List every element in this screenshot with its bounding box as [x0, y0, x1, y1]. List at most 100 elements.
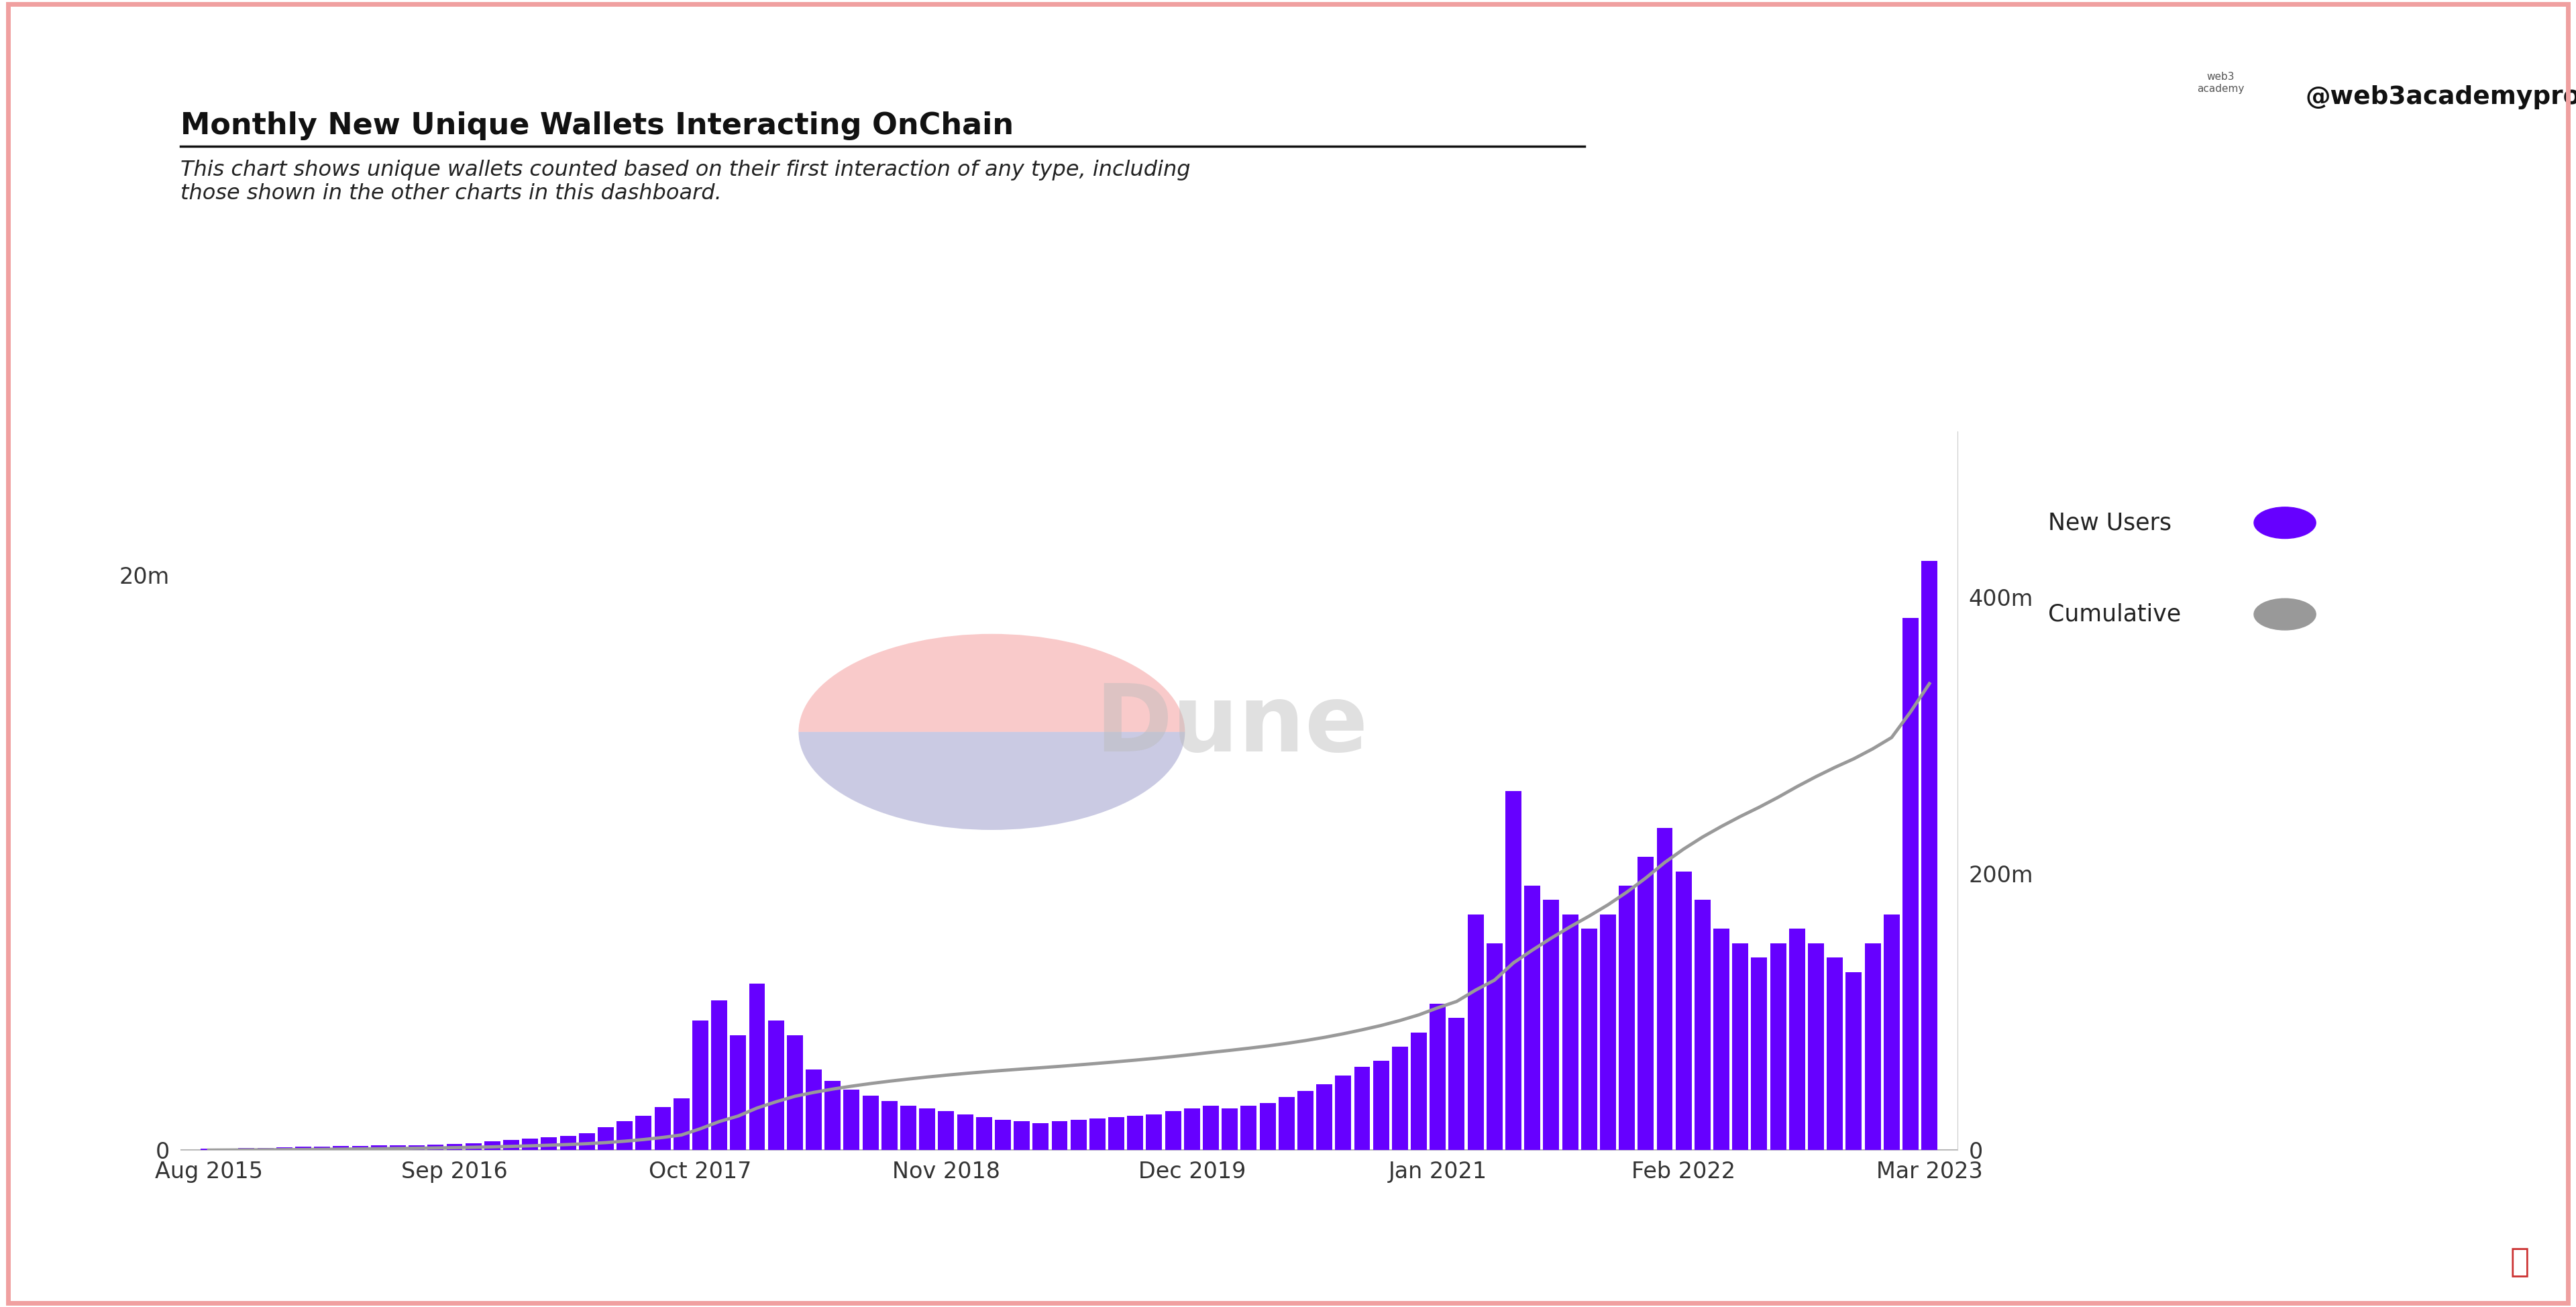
Bar [920, 1108, 935, 1150]
Bar [1695, 901, 1710, 1150]
Bar [1278, 1097, 1296, 1150]
Text: Cumulative: Cumulative [2048, 603, 2182, 626]
Bar [1770, 944, 1785, 1150]
Bar [672, 1098, 690, 1150]
Bar [371, 1145, 386, 1150]
Bar [1051, 1121, 1066, 1150]
Bar [1582, 929, 1597, 1150]
Bar [1221, 1108, 1239, 1150]
Bar [1638, 857, 1654, 1150]
Bar [1656, 829, 1672, 1150]
Bar [1412, 1033, 1427, 1150]
Bar [1242, 1106, 1257, 1150]
Bar [1430, 1004, 1445, 1150]
Text: New Users: New Users [2048, 511, 2172, 535]
Bar [1674, 872, 1692, 1150]
Bar [1713, 929, 1728, 1150]
Bar [693, 1021, 708, 1150]
Bar [276, 1148, 291, 1150]
Bar [842, 1090, 860, 1150]
Bar [958, 1114, 974, 1150]
Bar [1128, 1116, 1144, 1150]
Bar [1033, 1123, 1048, 1150]
Bar [786, 1035, 804, 1150]
Text: web3
academy: web3 academy [2197, 72, 2244, 94]
Bar [541, 1137, 556, 1150]
Bar [1618, 886, 1636, 1150]
Bar [1543, 901, 1558, 1150]
Text: Monthly New Unique Wallets Interacting OnChain: Monthly New Unique Wallets Interacting O… [180, 111, 1012, 140]
Text: Dune: Dune [1095, 680, 1368, 771]
Bar [1883, 915, 1899, 1150]
Bar [240, 1148, 255, 1150]
Bar [1752, 958, 1767, 1150]
Bar [1334, 1076, 1352, 1150]
Bar [1904, 618, 1919, 1150]
Bar [636, 1116, 652, 1150]
Bar [1808, 944, 1824, 1150]
Text: This chart shows unique wallets counted based on their first interaction of any : This chart shows unique wallets counted … [180, 159, 1190, 204]
Bar [258, 1148, 273, 1150]
Bar [1847, 972, 1862, 1150]
Bar [410, 1145, 425, 1150]
Bar [1260, 1103, 1275, 1150]
Text: @web3academypro: @web3academypro [2306, 85, 2576, 108]
Bar [863, 1095, 878, 1150]
Bar [729, 1035, 747, 1150]
Bar [1015, 1121, 1030, 1150]
Bar [332, 1146, 350, 1150]
Bar [1298, 1091, 1314, 1150]
Bar [502, 1140, 520, 1150]
Bar [994, 1120, 1010, 1150]
Bar [1826, 958, 1842, 1150]
Bar [389, 1145, 407, 1150]
Bar [1108, 1117, 1123, 1150]
Bar [1185, 1108, 1200, 1150]
Bar [1373, 1061, 1388, 1150]
Bar [938, 1111, 953, 1150]
Bar [1090, 1119, 1105, 1150]
Bar [806, 1069, 822, 1150]
Bar [1468, 915, 1484, 1150]
Bar [768, 1021, 783, 1150]
Bar [466, 1142, 482, 1150]
Bar [1486, 944, 1502, 1150]
Bar [1316, 1084, 1332, 1150]
Bar [824, 1081, 840, 1150]
Bar [711, 1001, 726, 1150]
Bar [446, 1144, 464, 1150]
Text: ⓘ: ⓘ [2509, 1246, 2530, 1278]
Bar [881, 1102, 896, 1150]
Bar [484, 1141, 500, 1150]
Bar [1203, 1106, 1218, 1150]
Bar [523, 1138, 538, 1150]
Bar [296, 1146, 312, 1150]
Bar [598, 1127, 613, 1150]
Bar [1448, 1018, 1466, 1150]
Bar [616, 1121, 634, 1150]
Bar [353, 1146, 368, 1150]
Bar [976, 1117, 992, 1150]
Bar [1525, 886, 1540, 1150]
Bar [654, 1107, 670, 1150]
Bar [559, 1136, 577, 1150]
Bar [1865, 944, 1880, 1150]
Bar [428, 1145, 443, 1150]
Bar [1072, 1120, 1087, 1150]
Bar [219, 1149, 234, 1150]
Bar [750, 983, 765, 1150]
Bar [1164, 1111, 1180, 1150]
Bar [1922, 561, 1937, 1150]
Bar [1504, 791, 1522, 1150]
Bar [580, 1133, 595, 1150]
Bar [1561, 915, 1579, 1150]
Bar [1731, 944, 1749, 1150]
Bar [1600, 915, 1615, 1150]
Bar [899, 1106, 917, 1150]
Bar [1355, 1067, 1370, 1150]
Bar [201, 1149, 216, 1150]
Bar [1146, 1114, 1162, 1150]
Bar [314, 1146, 330, 1150]
Bar [1788, 929, 1806, 1150]
Bar [1391, 1047, 1409, 1150]
